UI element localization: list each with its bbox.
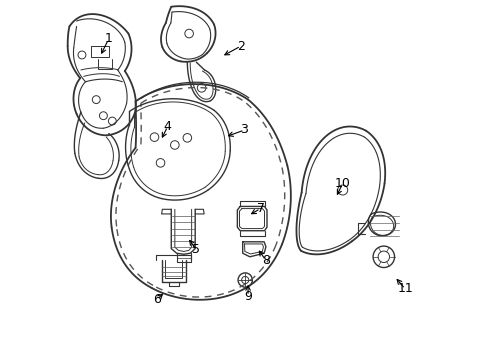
Text: 11: 11 <box>397 283 412 296</box>
Text: 10: 10 <box>334 177 350 190</box>
Text: 8: 8 <box>262 254 269 267</box>
Text: 5: 5 <box>192 243 200 256</box>
Text: 3: 3 <box>240 123 248 136</box>
Text: 6: 6 <box>153 293 161 306</box>
Text: 9: 9 <box>244 289 251 303</box>
Text: 4: 4 <box>163 120 171 133</box>
Text: 2: 2 <box>237 40 244 53</box>
Text: 1: 1 <box>104 32 112 45</box>
Text: 7: 7 <box>256 202 264 215</box>
